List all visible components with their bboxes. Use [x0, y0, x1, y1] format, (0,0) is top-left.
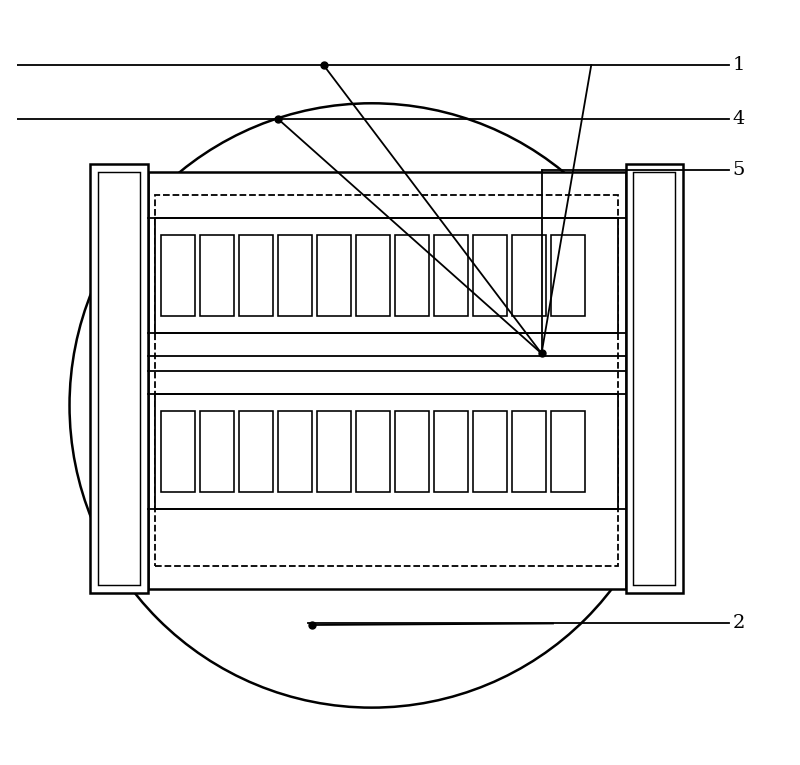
Bar	[474, 236, 507, 316]
Bar	[513, 412, 546, 492]
Bar	[200, 236, 234, 316]
Bar	[551, 236, 585, 316]
Bar	[634, 172, 675, 585]
Text: 1: 1	[733, 56, 745, 74]
Bar	[200, 412, 234, 492]
Bar	[147, 172, 626, 589]
Bar	[90, 164, 147, 593]
Bar	[318, 412, 351, 492]
Bar	[434, 412, 468, 492]
Bar	[434, 236, 468, 316]
Bar	[155, 195, 618, 566]
Bar	[318, 236, 351, 316]
Bar	[162, 412, 195, 492]
Bar	[239, 412, 273, 492]
Bar	[278, 236, 312, 316]
Bar	[356, 412, 390, 492]
Text: 4: 4	[733, 109, 745, 128]
Bar	[395, 412, 429, 492]
Bar	[395, 236, 429, 316]
Bar	[278, 412, 312, 492]
Bar	[155, 394, 618, 509]
Bar	[513, 236, 546, 316]
Bar	[551, 412, 585, 492]
Bar	[356, 236, 390, 316]
Bar	[474, 412, 507, 492]
Bar	[239, 236, 273, 316]
Text: 2: 2	[733, 614, 745, 633]
Bar	[98, 172, 140, 585]
Bar	[162, 236, 195, 316]
Bar	[155, 218, 618, 333]
Text: 5: 5	[733, 161, 745, 179]
Bar	[626, 164, 683, 593]
